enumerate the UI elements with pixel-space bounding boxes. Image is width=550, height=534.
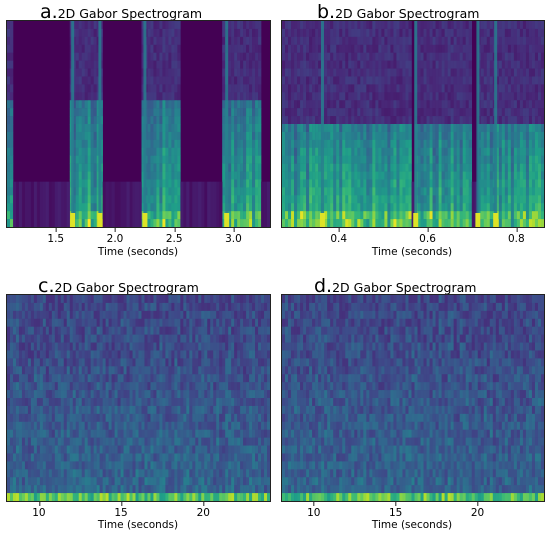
chart-title-a: a.2D Gabor Spectrogram: [40, 3, 202, 22]
x-tick-label: 2.5: [165, 228, 183, 245]
onset-line-3: [143, 21, 147, 227]
onset-hotspot-1: [319, 213, 325, 227]
chart-title-c: c.2D Gabor Spectrogram: [38, 277, 199, 296]
spectrogram-heatmap-c: [7, 295, 270, 501]
energy-burst-4: [477, 21, 544, 227]
chart-title-b: b.2D Gabor Spectrogram: [317, 3, 479, 22]
x-tick-label: 3.0: [225, 228, 242, 245]
energy-burst-1: [282, 21, 313, 227]
onset-hotspot-4: [493, 213, 499, 227]
title-text-a: 2D Gabor Spectrogram: [57, 6, 203, 21]
onset-line-1: [71, 21, 75, 227]
onset-hotspot-3: [142, 213, 148, 227]
panel-letter-b: b.: [317, 1, 336, 23]
x-axis-ticks-d: 10 15 20: [281, 502, 545, 525]
x-tick-label: 10: [307, 502, 321, 519]
panel-letter-a: a.: [40, 1, 58, 23]
panel-letter-d: d.: [314, 275, 333, 297]
x-tick-label: 10: [32, 502, 46, 519]
background-streaks: [12, 181, 270, 227]
plot-area-d: [281, 294, 545, 502]
x-axis-label-a: Time (seconds): [97, 246, 179, 258]
plot-area-a: [6, 20, 271, 228]
onset-line-4: [225, 21, 229, 227]
spectrogram-heatmap-d: [282, 295, 544, 501]
onset-hotspot-3: [475, 213, 481, 227]
energy-burst-2: [312, 21, 412, 227]
spectrogram-heatmap-b: [282, 21, 544, 227]
energy-burst-2: [69, 21, 103, 227]
onset-line-3: [476, 21, 480, 227]
chart-title-d: d.2D Gabor Spectrogram: [314, 277, 476, 296]
x-tick-label: 20: [470, 502, 485, 519]
x-axis-ticks-a: 1.5 2.0 2.5 3.0: [6, 228, 271, 251]
energy-burst-1: [282, 295, 544, 501]
x-tick-label: 0.6: [419, 228, 436, 245]
x-tick-label: 15: [114, 502, 128, 519]
x-axis-ticks-c: 10 15 20: [6, 502, 271, 525]
title-text-c: 2D Gabor Spectrogram: [54, 280, 199, 295]
energy-burst-3: [414, 21, 473, 227]
title-text-b: 2D Gabor Spectrogram: [335, 6, 480, 21]
x-tick-label: 0.8: [507, 228, 525, 245]
plot-area-b: [281, 20, 545, 228]
x-tick-label: 2.0: [106, 228, 124, 245]
x-axis-label-c: Time (seconds): [97, 519, 179, 531]
x-axis-label-d: Time (seconds): [371, 519, 453, 531]
onset-line-2: [98, 21, 102, 227]
onset-line-2: [414, 21, 418, 227]
energy-burst-1: [7, 295, 270, 501]
spectrogram-heatmap-a: [7, 21, 270, 227]
onset-line-4: [494, 21, 498, 227]
onset-hotspot-2: [97, 213, 103, 227]
onset-hotspot-2: [413, 213, 419, 227]
panel-letter-c: c.: [38, 275, 55, 297]
onset-hotspot-1: [70, 213, 76, 227]
x-tick-label: 1.5: [47, 228, 65, 245]
plot-area-c: [6, 294, 271, 502]
energy-burst-1: [7, 21, 14, 227]
onset-line-1: [320, 21, 324, 227]
x-tick-label: 0.4: [330, 228, 348, 245]
x-axis-ticks-b: 0.4 0.6 0.8: [281, 228, 545, 251]
x-tick-label: 20: [196, 502, 210, 519]
title-text-d: 2D Gabor Spectrogram: [332, 280, 477, 295]
onset-hotspot-4: [224, 213, 230, 227]
x-axis-label-b: Time (seconds): [371, 246, 453, 258]
x-tick-label: 15: [388, 502, 403, 519]
energy-burst-3: [141, 21, 181, 227]
